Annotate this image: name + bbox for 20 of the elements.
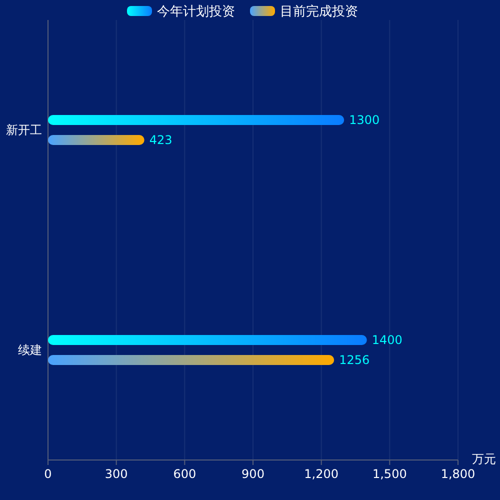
- x-tick-label: 300: [104, 467, 128, 481]
- bar: [48, 355, 334, 365]
- legend-label: 今年计划投资: [157, 4, 235, 20]
- legend-label: 目前完成投资: [280, 4, 358, 20]
- data-label: 1256: [339, 353, 370, 368]
- x-tick-label: 600: [173, 467, 196, 481]
- x-tick-label: 1,500: [372, 467, 407, 481]
- bar: [48, 115, 344, 125]
- x-axis-title: 万元: [472, 452, 496, 466]
- x-tick-label: 900: [242, 467, 264, 481]
- y-tick-label: 新开工: [6, 123, 42, 138]
- data-label: 1300: [349, 113, 380, 128]
- data-label: 1400: [372, 333, 402, 348]
- x-tick-label: 1,200: [304, 467, 339, 481]
- y-tick-label: 续建: [18, 343, 42, 358]
- bar: [48, 135, 144, 145]
- x-tick-label: 1,800: [440, 467, 476, 481]
- x-tick-label: 0: [44, 467, 52, 481]
- data-label: 423: [149, 133, 172, 148]
- bar: [48, 335, 367, 345]
